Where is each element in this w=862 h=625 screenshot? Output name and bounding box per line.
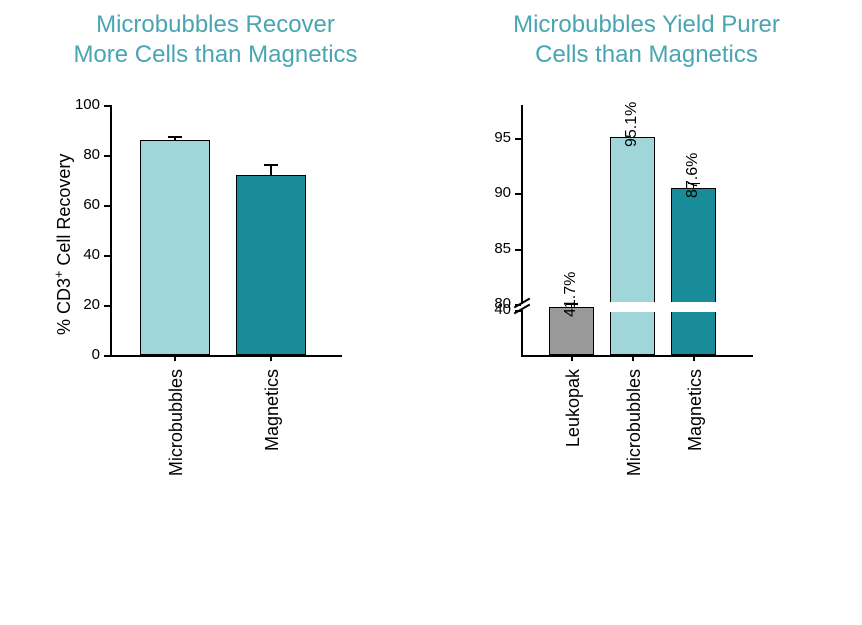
right-ytick bbox=[515, 138, 521, 140]
right-xtick bbox=[571, 355, 573, 361]
left-error-cap bbox=[168, 136, 182, 138]
right-y-axis-upper bbox=[521, 105, 523, 304]
right-ytick bbox=[515, 310, 521, 312]
right-x-axis bbox=[521, 355, 753, 357]
right-plot: 808590954041.7%Leukopak95.1%Microbubbles… bbox=[521, 105, 751, 355]
right-ytick-label: 90 bbox=[481, 184, 511, 201]
right-ytick-label: 85 bbox=[481, 240, 511, 257]
right-value-label: 95.1% bbox=[623, 102, 641, 147]
right-title-line1: Microbubbles Yield Purer bbox=[513, 11, 780, 38]
left-bar bbox=[236, 175, 306, 355]
bar-break-gap bbox=[669, 302, 720, 312]
left-error-cap bbox=[264, 164, 278, 166]
right-ytick-label: 40 bbox=[481, 301, 511, 318]
right-value-label: 87.6% bbox=[684, 153, 702, 198]
left-ytick bbox=[104, 205, 110, 207]
left-ytick bbox=[104, 105, 110, 107]
left-title-line2: More Cells than Magnetics bbox=[73, 41, 357, 68]
left-xtick bbox=[270, 355, 272, 361]
right-ytick bbox=[515, 249, 521, 251]
left-ytick bbox=[104, 255, 110, 257]
left-y-axis bbox=[110, 105, 112, 355]
left-xtick bbox=[174, 355, 176, 361]
left-panel: Microbubbles Recover More Cells than Mag… bbox=[0, 0, 431, 625]
left-plot: 020406080100MicrobubblesMagnetics% CD3+ … bbox=[110, 105, 340, 355]
left-ytick bbox=[104, 355, 110, 357]
right-ytick bbox=[515, 304, 521, 306]
right-panel: Microbubbles Yield Purer Cells than Magn… bbox=[431, 0, 862, 625]
right-xtick bbox=[693, 355, 695, 361]
bar-break-gap bbox=[608, 302, 659, 312]
left-bar bbox=[140, 140, 210, 355]
left-ytick-label: 0 bbox=[65, 346, 100, 363]
right-ytick bbox=[515, 193, 521, 195]
left-ytick bbox=[104, 155, 110, 157]
right-y-axis-lower bbox=[521, 310, 523, 355]
right-bar bbox=[671, 188, 716, 355]
right-value-label: 41.7% bbox=[562, 272, 580, 317]
left-title-line1: Microbubbles Recover bbox=[96, 11, 335, 38]
left-x-axis bbox=[110, 355, 342, 357]
right-ytick-label: 95 bbox=[481, 129, 511, 146]
left-ytick-label: 100 bbox=[65, 96, 100, 113]
right-title-line2: Cells than Magnetics bbox=[535, 41, 758, 68]
left-ytick bbox=[104, 305, 110, 307]
right-chart-title: Microbubbles Yield Purer Cells than Magn… bbox=[431, 10, 862, 70]
right-bar bbox=[610, 137, 655, 355]
left-chart-title: Microbubbles Recover More Cells than Mag… bbox=[0, 10, 431, 70]
right-xtick bbox=[632, 355, 634, 361]
left-y-label: % CD3+ Cell Recovery bbox=[52, 154, 75, 335]
left-error-stem bbox=[270, 165, 272, 175]
